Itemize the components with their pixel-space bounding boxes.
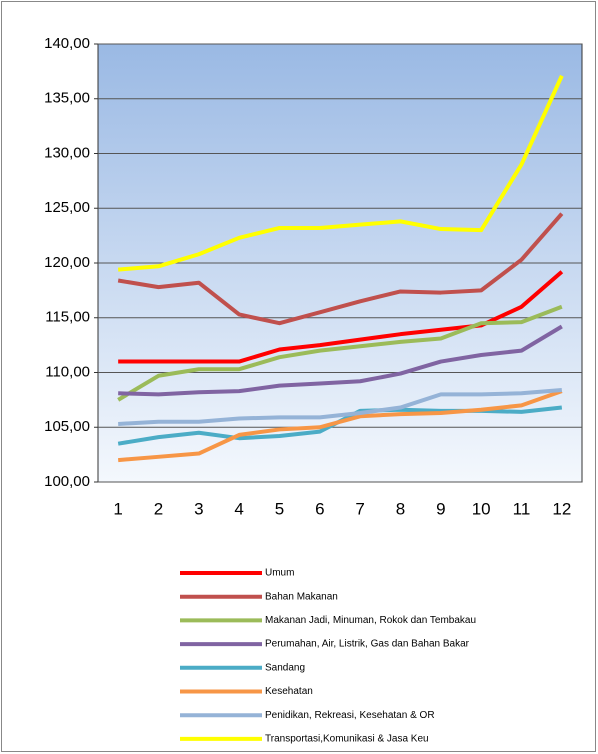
x-tick-label: 12 [552, 499, 571, 518]
x-tick-label: 10 [472, 499, 491, 518]
x-tick-label: 8 [396, 499, 405, 518]
y-tick-label: 115,00 [45, 309, 90, 326]
x-tick-label: 4 [234, 499, 243, 518]
x-tick-label: 5 [275, 499, 284, 518]
x-tick-label: 1 [113, 499, 122, 518]
legend-label: Perumahan, Air, Listrik, Gas dan Bahan B… [265, 639, 470, 650]
series-line [117, 304, 563, 402]
x-tick-label: 9 [436, 499, 445, 518]
y-tick-label: 135,00 [44, 90, 90, 107]
x-tick-label: 11 [513, 499, 531, 518]
y-tick-label: 140,00 [44, 35, 90, 52]
series-line [118, 324, 563, 397]
y-tick-label: 120,00 [44, 254, 90, 271]
y-tick-label: 110,00 [45, 363, 90, 380]
legend-label: Transportasi,Komunikasi & Jasa Keu [265, 734, 429, 745]
series-line [118, 389, 563, 463]
x-tick-label: 7 [355, 499, 364, 518]
legend-label: Penidikan, Rekreasi, Kesehatan & OR [265, 710, 435, 721]
legend-label: Makanan Jadi, Minuman, Rokok dan Tembaka… [265, 615, 476, 626]
x-tick-label: 2 [154, 499, 163, 518]
legend-label: Umum [265, 568, 294, 579]
series-line [117, 212, 564, 326]
legend-label: Bahan Makanan [265, 591, 338, 602]
y-tick-label: 100,00 [44, 473, 90, 490]
legend-label: Kesehatan [265, 686, 313, 697]
y-tick-label: 130,00 [44, 144, 90, 161]
series-line [118, 74, 564, 272]
x-tick-label: 6 [315, 499, 324, 518]
legend-label: Sandang [265, 662, 305, 673]
y-tick-label: 105,00 [44, 418, 90, 435]
y-tick-label: 125,00 [44, 199, 90, 216]
x-tick-label: 3 [194, 499, 203, 518]
series-line [118, 388, 562, 426]
